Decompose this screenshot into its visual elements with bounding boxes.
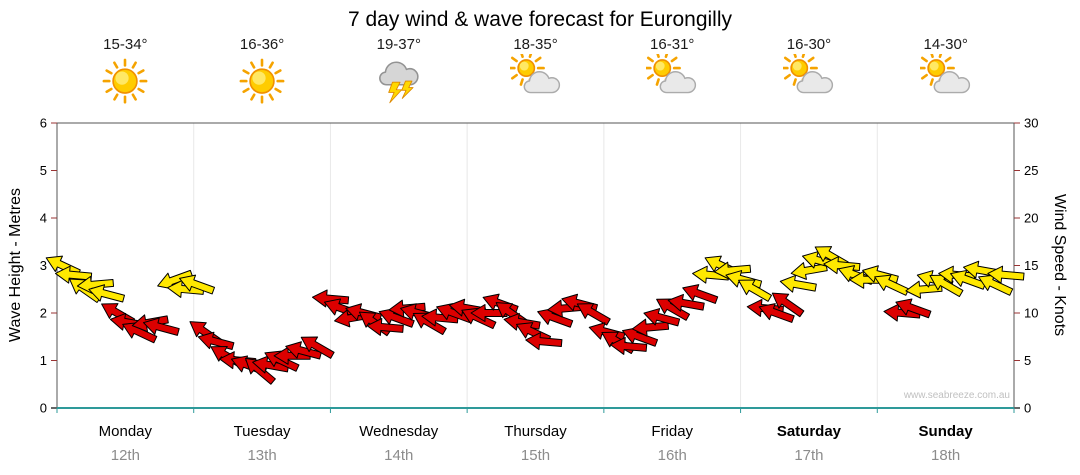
temperature-range: 18-35° (513, 36, 558, 53)
day-label: Thursday (504, 423, 567, 440)
right-tick-label: 5 (1024, 353, 1031, 368)
date-label: 18th (931, 447, 960, 464)
temperature-range: 15-34° (103, 36, 148, 53)
wind-arrow (461, 307, 497, 330)
wind-arrow (874, 274, 910, 296)
wind-arrow (576, 303, 611, 326)
wind-arrow (122, 322, 158, 344)
day-label: Saturday (777, 423, 842, 440)
x-axis: Monday 12th Tuesday 13th Wednesday 14th Thursd… (56, 408, 1015, 464)
wind-arrows (45, 246, 1025, 385)
date-label: 12th (111, 447, 140, 464)
right-tick-label: 20 (1024, 211, 1038, 226)
left-tick-label: 2 (40, 306, 47, 321)
plot-frame (51, 122, 1020, 409)
wind-arrow (656, 298, 691, 321)
y-axis-left: 0 1 2 3 4 5 6 (40, 116, 57, 416)
right-tick-label: 25 (1024, 163, 1038, 178)
page-title: 7 day wind & wave forecast for Eurongill… (347, 8, 733, 31)
wind-arrow (929, 274, 964, 298)
wind-arrow (779, 274, 817, 293)
left-tick-label: 0 (40, 401, 47, 416)
day-label: Tuesday (234, 423, 291, 440)
wind-arrow (88, 284, 125, 303)
day-header-thursday: 18-35° (467, 36, 604, 106)
wind-arrow (895, 298, 932, 319)
wind-arrow (610, 336, 648, 355)
date-label: 14th (384, 447, 413, 464)
day-header-friday: 16-31° (604, 36, 741, 106)
right-tick-label: 15 (1024, 258, 1038, 273)
left-tick-label: 3 (40, 258, 47, 273)
sun-cloud-icon (780, 50, 835, 106)
thunderstorm-icon (373, 54, 425, 106)
sun-cloud-icon (917, 50, 972, 106)
day-header-saturday: 16-30° (741, 36, 878, 106)
date-label: 13th (247, 447, 276, 464)
date-label: 15th (521, 447, 550, 464)
left-tick-label: 1 (40, 353, 47, 368)
day-label: Monday (99, 423, 153, 440)
wind-arrow (987, 265, 1025, 284)
wind-arrow (300, 336, 335, 359)
watermark: www.seabreeze.com.au (903, 390, 1010, 401)
y-axis-right: 0 5 10 15 20 25 30 (1014, 116, 1038, 416)
day-header-monday: 15-34° (57, 36, 194, 106)
day-label: Sunday (919, 423, 974, 440)
wind-arrow (264, 350, 300, 372)
right-tick-label: 30 (1024, 116, 1038, 131)
sunny-icon (236, 54, 288, 106)
wind-arrow (245, 357, 276, 385)
date-label: 16th (658, 447, 687, 464)
wind-arrow (197, 331, 235, 351)
temperature-range: 16-30° (786, 36, 832, 53)
left-tick-label: 5 (40, 163, 47, 178)
wind-arrow (178, 274, 216, 295)
wind-arrow (978, 274, 1014, 296)
temperature-range: 16-36° (239, 36, 285, 53)
day-header-wednesday: 19-37° (330, 36, 467, 106)
right-tick-label: 10 (1024, 306, 1038, 321)
wind-arrow (54, 265, 93, 284)
wind-arrow (412, 312, 447, 336)
day-separators (193, 123, 878, 408)
day-label: Friday (651, 423, 693, 440)
left-tick-label: 6 (40, 116, 47, 131)
date-label: 17th (794, 447, 823, 464)
sunny-icon (99, 54, 151, 106)
wind-arrow (537, 307, 574, 328)
wind-arrow (525, 332, 563, 351)
sun-cloud-icon (507, 50, 562, 106)
wind-arrow (643, 308, 681, 327)
wind-arrow (667, 293, 705, 312)
wind-arrow (682, 284, 719, 304)
temperature-range: 16-31° (650, 36, 695, 53)
day-header-tuesday: 16-36° (194, 36, 331, 106)
temperature-range: 14-30° (923, 36, 968, 53)
wind-arrow (758, 303, 795, 323)
temperature-range: 19-37° (376, 36, 421, 53)
left-tick-label: 4 (40, 211, 47, 226)
wind-arrow (366, 317, 404, 336)
wind-arrow (143, 317, 180, 336)
wind-arrow (771, 292, 805, 318)
wind-arrow (621, 326, 659, 347)
right-tick-label: 0 (1024, 401, 1031, 416)
day-label: Wednesday (359, 423, 438, 440)
day-header-sunday: 14-30° (877, 36, 1014, 106)
wind-arrow (738, 279, 773, 302)
day-headers: 15-34° 16-36° 19-37° 18-35° 16-31° 16-30° 14-3… (57, 36, 1014, 106)
